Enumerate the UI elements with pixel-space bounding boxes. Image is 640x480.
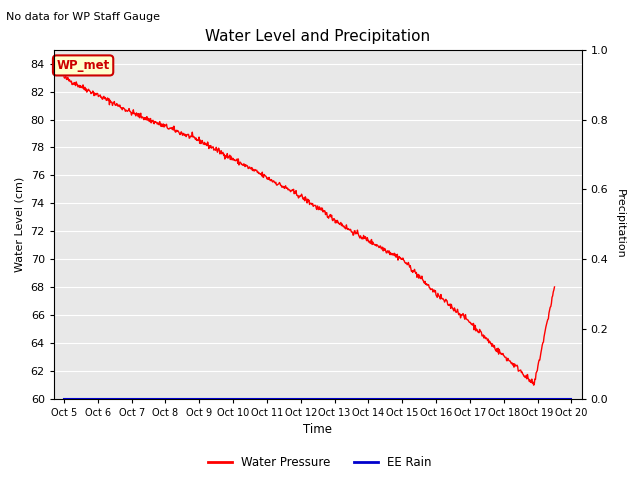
Text: No data for WP Staff Gauge: No data for WP Staff Gauge — [6, 12, 161, 22]
Text: WP_met: WP_met — [56, 59, 109, 72]
Y-axis label: Water Level (cm): Water Level (cm) — [15, 177, 25, 272]
Legend: Water Pressure, EE Rain: Water Pressure, EE Rain — [204, 452, 436, 474]
Y-axis label: Precipitation: Precipitation — [615, 189, 625, 259]
Title: Water Level and Precipitation: Water Level and Precipitation — [205, 29, 430, 44]
X-axis label: Time: Time — [303, 423, 332, 436]
